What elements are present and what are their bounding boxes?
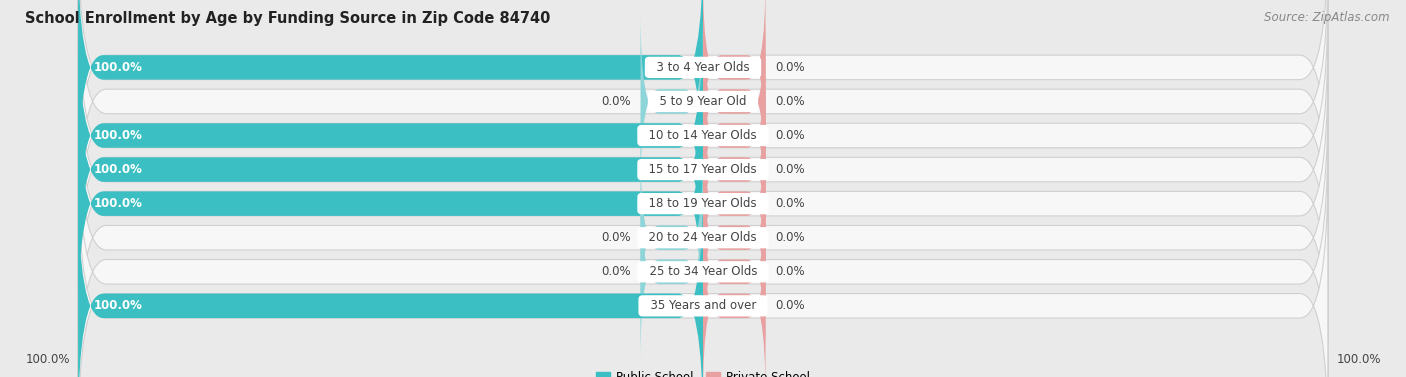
Text: 0.0%: 0.0% xyxy=(775,265,804,278)
FancyBboxPatch shape xyxy=(641,182,703,362)
FancyBboxPatch shape xyxy=(703,182,765,362)
FancyBboxPatch shape xyxy=(79,165,1327,377)
Text: 100.0%: 100.0% xyxy=(94,299,142,313)
Text: 3 to 4 Year Olds: 3 to 4 Year Olds xyxy=(650,61,756,74)
Text: 15 to 17 Year Olds: 15 to 17 Year Olds xyxy=(641,163,765,176)
Text: 100.0%: 100.0% xyxy=(94,61,142,74)
FancyBboxPatch shape xyxy=(79,0,1327,242)
FancyBboxPatch shape xyxy=(641,148,703,328)
Text: 35 Years and over: 35 Years and over xyxy=(643,299,763,313)
Text: 100.0%: 100.0% xyxy=(1336,353,1381,366)
Text: 5 to 9 Year Old: 5 to 9 Year Old xyxy=(652,95,754,108)
FancyBboxPatch shape xyxy=(79,131,1327,377)
Text: 0.0%: 0.0% xyxy=(602,231,631,244)
FancyBboxPatch shape xyxy=(641,12,703,192)
FancyBboxPatch shape xyxy=(703,148,765,328)
FancyBboxPatch shape xyxy=(79,182,703,377)
FancyBboxPatch shape xyxy=(703,80,765,259)
FancyBboxPatch shape xyxy=(703,216,765,377)
FancyBboxPatch shape xyxy=(703,114,765,294)
FancyBboxPatch shape xyxy=(703,12,765,192)
Text: 0.0%: 0.0% xyxy=(775,163,804,176)
Text: 100.0%: 100.0% xyxy=(94,197,142,210)
FancyBboxPatch shape xyxy=(79,97,1327,377)
FancyBboxPatch shape xyxy=(703,0,765,157)
Text: 10 to 14 Year Olds: 10 to 14 Year Olds xyxy=(641,129,765,142)
FancyBboxPatch shape xyxy=(79,29,1327,311)
Text: 0.0%: 0.0% xyxy=(775,129,804,142)
Text: 25 to 34 Year Olds: 25 to 34 Year Olds xyxy=(641,265,765,278)
FancyBboxPatch shape xyxy=(79,12,703,259)
Text: 0.0%: 0.0% xyxy=(775,197,804,210)
FancyBboxPatch shape xyxy=(79,0,1327,277)
Text: Source: ZipAtlas.com: Source: ZipAtlas.com xyxy=(1264,11,1389,24)
Text: 18 to 19 Year Olds: 18 to 19 Year Olds xyxy=(641,197,765,210)
Text: 0.0%: 0.0% xyxy=(775,95,804,108)
Text: 0.0%: 0.0% xyxy=(775,231,804,244)
Text: School Enrollment by Age by Funding Source in Zip Code 84740: School Enrollment by Age by Funding Sour… xyxy=(25,11,551,26)
FancyBboxPatch shape xyxy=(79,46,703,294)
FancyBboxPatch shape xyxy=(79,0,1327,208)
Text: 100.0%: 100.0% xyxy=(25,353,70,366)
Legend: Public School, Private School: Public School, Private School xyxy=(596,371,810,377)
FancyBboxPatch shape xyxy=(79,63,1327,345)
Text: 0.0%: 0.0% xyxy=(602,95,631,108)
Text: 0.0%: 0.0% xyxy=(775,61,804,74)
Text: 100.0%: 100.0% xyxy=(94,129,142,142)
Text: 0.0%: 0.0% xyxy=(775,299,804,313)
FancyBboxPatch shape xyxy=(79,80,703,328)
FancyBboxPatch shape xyxy=(703,46,765,225)
Text: 100.0%: 100.0% xyxy=(94,163,142,176)
Text: 0.0%: 0.0% xyxy=(602,265,631,278)
FancyBboxPatch shape xyxy=(79,0,703,192)
Text: 20 to 24 Year Olds: 20 to 24 Year Olds xyxy=(641,231,765,244)
